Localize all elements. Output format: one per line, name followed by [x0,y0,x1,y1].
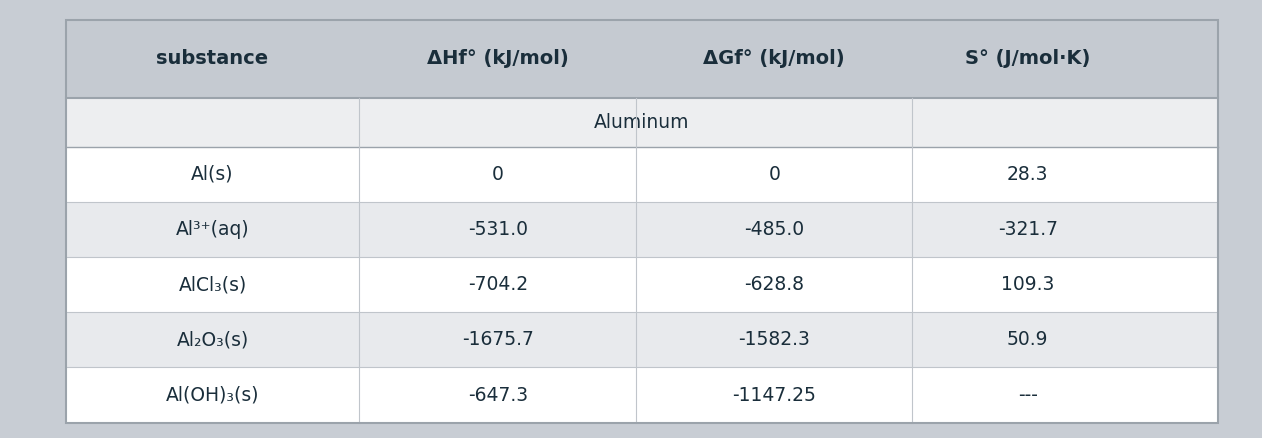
Text: 109.3: 109.3 [1001,275,1055,294]
Bar [66,202,1218,257]
Text: substance: substance [156,49,269,68]
Text: -628.8: -628.8 [745,275,804,294]
Text: Al³⁺(aq): Al³⁺(aq) [175,220,250,239]
Text: S° (J/mol·K): S° (J/mol·K) [965,49,1090,68]
Text: Al(OH)₃(s): Al(OH)₃(s) [165,385,259,405]
Text: -704.2: -704.2 [468,275,528,294]
Bar [66,98,1218,147]
Bar [66,312,1218,367]
Text: 0: 0 [769,165,780,184]
Text: Al(s): Al(s) [192,165,233,184]
Text: Aluminum: Aluminum [594,113,689,132]
Text: 28.3: 28.3 [1007,165,1049,184]
Bar [66,367,1218,423]
Text: ---: --- [1017,385,1037,405]
Text: -531.0: -531.0 [468,220,528,239]
Text: -1582.3: -1582.3 [738,330,810,350]
Text: 0: 0 [492,165,504,184]
Bar [66,147,1218,202]
Text: -1147.25: -1147.25 [732,385,817,405]
Text: Al₂O₃(s): Al₂O₃(s) [177,330,249,350]
Text: ΔHf° (kJ/mol): ΔHf° (kJ/mol) [427,49,569,68]
Text: ΔGf° (kJ/mol): ΔGf° (kJ/mol) [703,49,846,68]
Bar [66,257,1218,312]
Text: -1675.7: -1675.7 [462,330,534,350]
Text: -321.7: -321.7 [998,220,1058,239]
Text: 50.9: 50.9 [1007,330,1049,350]
Bar [66,20,1218,98]
Text: -485.0: -485.0 [745,220,804,239]
Text: -647.3: -647.3 [468,385,528,405]
Text: AlCl₃(s): AlCl₃(s) [178,275,246,294]
